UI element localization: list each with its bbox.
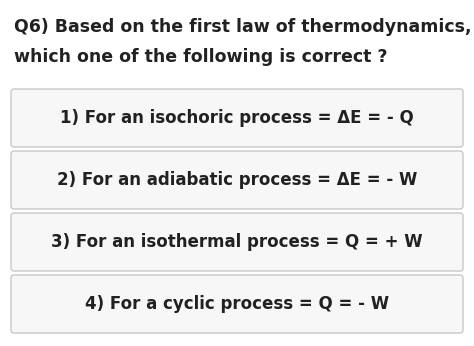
FancyBboxPatch shape: [11, 151, 463, 209]
FancyBboxPatch shape: [11, 275, 463, 333]
Text: 4) For a cyclic process = Q = - W: 4) For a cyclic process = Q = - W: [85, 295, 389, 313]
Text: Q6) Based on the first law of thermodynamics,: Q6) Based on the first law of thermodyna…: [14, 18, 472, 36]
FancyBboxPatch shape: [11, 89, 463, 147]
Text: 2) For an adiabatic process = ΔE = - W: 2) For an adiabatic process = ΔE = - W: [57, 171, 417, 189]
Text: 3) For an isothermal process = Q = + W: 3) For an isothermal process = Q = + W: [51, 233, 423, 251]
Text: which one of the following is correct ?: which one of the following is correct ?: [14, 48, 388, 66]
FancyBboxPatch shape: [11, 213, 463, 271]
Text: 1) For an isochoric process = ΔE = - Q: 1) For an isochoric process = ΔE = - Q: [60, 109, 414, 127]
